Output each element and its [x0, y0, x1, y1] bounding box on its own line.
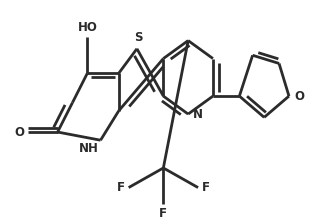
Text: F: F	[117, 181, 125, 194]
Text: O: O	[15, 125, 25, 138]
Text: HO: HO	[77, 21, 97, 34]
Text: S: S	[134, 31, 143, 44]
Text: F: F	[160, 207, 167, 220]
Text: N: N	[193, 108, 203, 121]
Text: NH: NH	[79, 142, 99, 155]
Text: O: O	[294, 90, 304, 103]
Text: F: F	[202, 181, 210, 194]
